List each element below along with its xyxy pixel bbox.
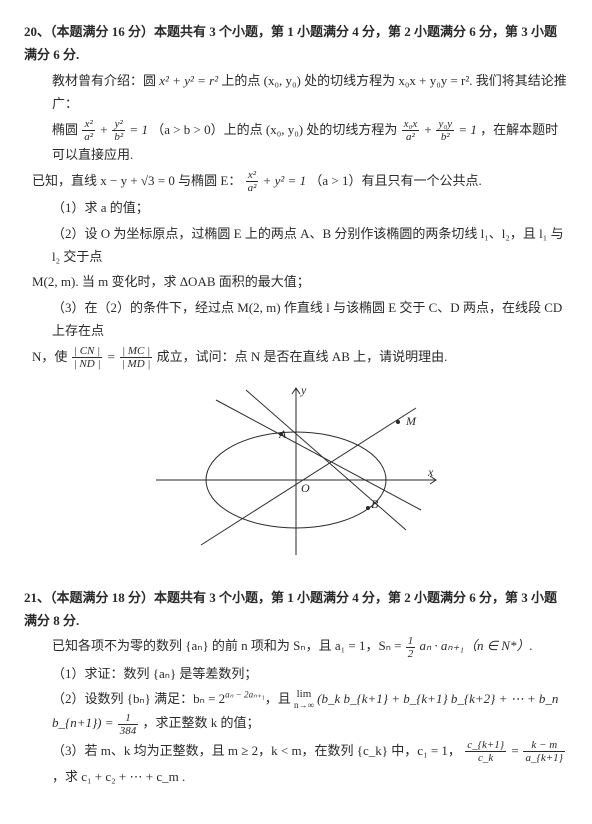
tangent-l2 — [216, 400, 421, 510]
plus-2: + — [423, 122, 435, 137]
frac-num: x² — [246, 169, 259, 182]
p20-intro2-a: 椭圆 — [52, 122, 81, 137]
p21-intro-b: aₙ · aₙ₊₁（n ∈ N*）. — [419, 638, 532, 653]
p21-intro: 已知各项不为零的数列 {aₙ} 的前 n 项和为 Sₙ，且 a₁ = 1，Sₙ … — [24, 634, 568, 660]
frac-den: 384 — [118, 725, 139, 737]
ellipse-diagram: O x y A B M — [146, 380, 446, 560]
p20-eE-rest: + y² = 1 — [263, 173, 310, 188]
p20-q3b2: 成立，试问：点 N 是否在直线 AB 上，请说明理由. — [157, 349, 448, 364]
label-x: x — [427, 465, 434, 479]
p21-q3-f1: c_{k+1}c_k — [465, 739, 506, 764]
point-A — [279, 432, 283, 436]
frac-num: 1 — [118, 712, 139, 725]
p21-half: 12 — [406, 635, 416, 660]
frac-den: | MD | — [120, 358, 153, 370]
frac-num: x₀x — [402, 118, 420, 131]
chord-line — [246, 390, 406, 530]
p20-number: 20、 — [24, 24, 50, 39]
frac-num: 1 — [406, 635, 416, 648]
p21-q3: （3）若 m、k 均为正整数，且 m ≥ 2，k < m，在数列 {c_k} 中… — [24, 739, 568, 788]
p21-header: 21、（本题满分 18 分）本题共有 3 个小题，第 1 小题满分 4 分，第 … — [24, 586, 568, 633]
p20-ell-eq1: = 1 — [129, 122, 151, 137]
p20-q1: （1）求 a 的值； — [24, 196, 568, 219]
frac-num: y₀y — [436, 118, 454, 131]
p21-q2-c: ，求正整数 k 的值； — [143, 715, 260, 730]
frac-den: | ND | — [72, 358, 103, 370]
frac-den: 2 — [406, 648, 416, 660]
p20-ell-f2: y²b² — [112, 118, 125, 143]
point-M — [396, 420, 400, 424]
lim-sub: n→∞ — [294, 700, 314, 710]
p20-intro2-b: （a > b > 0）上的点 (x₀, y₀) 处的切线方程为 — [151, 122, 400, 137]
frac-den: b² — [436, 131, 454, 143]
frac-num: y² — [112, 118, 125, 131]
p20-ratio1: | CN || ND | — [72, 345, 103, 370]
frac-den: a² — [402, 131, 420, 143]
p20-figure: O x y A B M — [24, 380, 568, 567]
point-B — [366, 506, 370, 510]
problem-21: 21、（本题满分 18 分）本题共有 3 个小题，第 1 小题满分 4 分，第 … — [24, 586, 568, 788]
p21-head-text: （本题满分 18 分）本题共有 3 个小题，第 1 小题满分 4 分，第 2 小… — [24, 590, 557, 628]
p20-tan-f1: x₀xa² — [402, 118, 420, 143]
p20-ratio-eq: = — [107, 349, 119, 364]
frac-den: a_{k+1} — [523, 752, 565, 764]
p21-q3-b: ，求 c₁ + c₂ + ⋯ + c_m . — [52, 769, 185, 784]
frac-den: a² — [246, 182, 259, 194]
p21-q2-exp: aₙ − 2aₙ₊₁ — [225, 690, 265, 700]
frac-num: x² — [82, 118, 95, 131]
label-O: O — [301, 481, 310, 495]
p21-number: 21、 — [24, 590, 50, 605]
frac-den: a² — [82, 131, 95, 143]
label-y: y — [300, 383, 307, 397]
p20-tan-eq1: = 1 — [458, 122, 477, 137]
label-B: B — [371, 497, 379, 511]
p20-given-b: （a > 1）有且只有一个公共点. — [309, 173, 481, 188]
p20-ell-f1: x²a² — [82, 118, 95, 143]
p20-q2b: M(2, m). 当 m 变化时，求 ΔOAB 面积的最大值； — [24, 270, 568, 293]
p21-q2-b: ，且 — [265, 691, 294, 706]
p21-q3-eq: = — [510, 743, 522, 758]
plus-1: + — [99, 122, 111, 137]
tangent-l1 — [201, 408, 416, 545]
p21-q3-a: （3）若 m、k 均为正整数，且 m ≥ 2，k < m，在数列 {c_k} 中… — [52, 743, 461, 758]
p20-intro1: 教材曾有介绍：圆 x² + y² = r² 上的点 (x₀, y₀) 处的切线方… — [24, 69, 568, 116]
p20-intro2: 椭圆 x²a² + y²b² = 1 （a > b > 0）上的点 (x₀, y… — [24, 118, 568, 167]
frac-den: b² — [112, 131, 125, 143]
frac-num: | MC | — [120, 345, 153, 358]
p20-ratio2: | MC || MD | — [120, 345, 153, 370]
p21-q2-a: （2）设数列 {bₙ} 满足：bₙ = 2 — [52, 691, 225, 706]
p20-circle-eq: x² + y² = r² — [159, 73, 218, 88]
p20-q3b1: N，使 — [32, 349, 71, 364]
p21-intro-a: 已知各项不为零的数列 {aₙ} 的前 n 项和为 Sₙ，且 a₁ = 1，Sₙ … — [52, 638, 405, 653]
frac-den: c_k — [465, 752, 506, 764]
label-M: M — [405, 414, 417, 428]
lim-text: lim — [297, 688, 312, 700]
p20-intro1-a: 教材曾有介绍：圆 — [52, 73, 159, 88]
p20-q3a: （3）在（2）的条件下，经过点 M(2, m) 作直线 l 与该椭圆 E 交于 … — [24, 296, 568, 343]
p21-q2-frac: 1384 — [118, 712, 139, 737]
p20-q2a: （2）设 O 为坐标原点，过椭圆 E 上的两点 A、B 分别作该椭圆的两条切线 … — [24, 222, 568, 269]
p20-given-a: 已知，直线 x − y + √3 = 0 与椭圆 E： — [32, 173, 241, 188]
p20-header: 20、（本题满分 16 分）本题共有 3 个小题，第 1 小题满分 4 分，第 … — [24, 20, 568, 67]
limit-op: lim n→∞ — [294, 689, 314, 711]
p21-q1: （1）求证：数列 {aₙ} 是等差数列； — [24, 662, 568, 685]
p20-head-text: （本题满分 16 分）本题共有 3 个小题，第 1 小题满分 4 分，第 2 小… — [24, 24, 557, 62]
p20-given: 已知，直线 x − y + √3 = 0 与椭圆 E： x²a² + y² = … — [24, 169, 568, 195]
p20-q3b: N，使 | CN || ND | = | MC || MD | 成立，试问：点 … — [24, 345, 568, 371]
frac-num: k − m — [523, 739, 565, 752]
frac-num: | CN | — [72, 345, 103, 358]
problem-20: 20、（本题满分 16 分）本题共有 3 个小题，第 1 小题满分 4 分，第 … — [24, 20, 568, 568]
p21-q3-f2: k − ma_{k+1} — [523, 739, 565, 764]
p20-eE-f1: x²a² — [246, 169, 259, 194]
p21-q2: （2）设数列 {bₙ} 满足：bₙ = 2aₙ − 2aₙ₊₁，且 lim n→… — [24, 687, 568, 737]
frac-num: c_{k+1} — [465, 739, 506, 752]
p20-tan-f2: y₀yb² — [436, 118, 454, 143]
